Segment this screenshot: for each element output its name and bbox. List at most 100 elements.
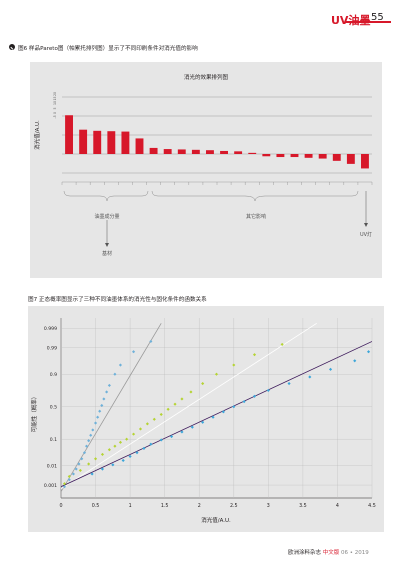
pareto-chart-panel — [30, 62, 382, 278]
prob-data-point — [152, 417, 156, 421]
prob-data-point — [190, 425, 194, 429]
prob-data-point — [85, 444, 89, 448]
prob-data-point — [159, 438, 163, 442]
prob-data-point — [100, 403, 104, 408]
prob-data-point — [67, 478, 71, 482]
prob-data-point — [287, 381, 291, 386]
prob-y-tick-label: 0.99 — [47, 345, 57, 351]
prob-data-point — [105, 390, 109, 394]
prob-x-tick-label: 3.5 — [299, 503, 307, 509]
prob-y-tick-label: 0.001 — [44, 483, 57, 489]
prob-fit-line — [61, 323, 162, 492]
prob-data-point — [266, 388, 270, 392]
prob-data-point — [87, 439, 91, 443]
prob-y-tick-label: 0.1 — [50, 437, 57, 443]
prob-fit-line — [61, 341, 372, 488]
prob-data-point — [232, 363, 236, 367]
prob-data-point — [189, 390, 193, 394]
prob-data-point — [89, 433, 93, 437]
prob-data-point — [211, 415, 215, 419]
prob-data-point — [166, 407, 170, 411]
prob-fit-line — [61, 322, 317, 490]
header-accent-line — [345, 21, 391, 23]
prob-y-tick-label: 0.9 — [50, 372, 57, 378]
prob-y-tick-label: 0.5 — [50, 404, 57, 410]
pareto-bar — [276, 154, 285, 158]
pareto-bar — [290, 154, 299, 158]
prob-data-point — [100, 452, 105, 456]
pareto-bar — [107, 131, 116, 154]
page-header: UV油墨 55 — [0, 0, 400, 34]
prob-y-tick-label: 0.999 — [44, 326, 57, 332]
prob-x-tick-label: 1 — [129, 503, 132, 509]
prob-ylabel: 可能性（概率） — [30, 394, 38, 433]
footer-journal: 欧洲涂料杂志 — [288, 550, 322, 556]
pareto-bar — [177, 149, 186, 154]
prob-data-point — [107, 448, 111, 452]
prob-x-tick-label: 4 — [336, 503, 339, 509]
prob-x-tick-label: 2 — [198, 503, 201, 509]
pareto-bar — [206, 150, 214, 154]
prob-data-point — [132, 350, 136, 354]
prob-data-point — [93, 421, 98, 425]
prob-data-point — [353, 359, 357, 363]
prob-data-point — [78, 468, 82, 472]
pareto-tick-label: 0 — [53, 112, 57, 114]
prob-data-point — [149, 339, 153, 343]
pareto-tick-label: 10 — [53, 101, 57, 105]
pareto-tick-label: 5 — [53, 107, 57, 109]
substrate-arrow-head — [105, 243, 109, 247]
pareto-bar — [332, 154, 341, 161]
pareto-bar — [79, 129, 88, 154]
prob-data-point — [366, 350, 371, 354]
uv-label: UV灯 — [360, 231, 372, 238]
prob-data-point — [87, 462, 91, 466]
pareto-bar — [135, 138, 144, 154]
prob-data-point — [145, 422, 149, 426]
prob-x-tick-label: 3 — [267, 503, 270, 509]
pareto-bar — [346, 154, 355, 164]
pareto-bar — [304, 154, 313, 158]
prob-y-tick-label: 0.01 — [47, 463, 57, 469]
prob-data-point — [118, 363, 122, 367]
prob-data-point — [328, 367, 333, 371]
pareto-title: 消光的效果排列图 — [184, 73, 229, 81]
prob-data-point — [142, 446, 146, 450]
prob-data-point — [280, 342, 284, 346]
left-group-brace — [63, 190, 149, 202]
pareto-tick-label: 20 — [53, 92, 57, 96]
prob-x-tick-label: 4.5 — [368, 503, 376, 509]
pareto-bar — [234, 151, 243, 154]
pareto-bar — [149, 147, 158, 154]
pareto-bar — [361, 154, 369, 169]
prob-data-point — [201, 420, 205, 424]
prob-data-point — [98, 409, 102, 413]
prob-x-tick-label: 2.5 — [230, 503, 238, 509]
prob-data-point — [308, 375, 312, 379]
prob-data-point — [173, 402, 177, 406]
prob-data-point — [111, 463, 115, 467]
prob-data-point — [214, 372, 219, 376]
prob-data-point — [138, 427, 143, 431]
pareto-bar — [248, 152, 257, 154]
right-group-brace — [151, 190, 359, 202]
prob-plot-area — [61, 322, 372, 492]
figure7-caption: 图7 正态概率图显示了三种不同油墨体系的消光性与固化条件的函数关系 — [28, 297, 207, 303]
pareto-bar — [163, 149, 172, 154]
page-footer: 欧洲涂料杂志 中文版 06 • 2019 — [288, 548, 369, 556]
prob-data-point — [71, 472, 75, 476]
figure6-caption: 图6 样品Pareto图（帕累托排列图）显示了不同印刷条件对消光值的影响 — [18, 46, 198, 52]
prob-data-point — [149, 442, 153, 446]
prob-x-tick-label: 1.5 — [161, 503, 169, 509]
prob-data-point — [90, 472, 94, 476]
prob-x-tick-label: 0 — [59, 503, 62, 509]
pareto-bar — [93, 130, 102, 154]
pareto-bar — [65, 115, 73, 154]
pareto-bar — [220, 150, 228, 154]
prob-data-point — [252, 353, 257, 357]
prob-data-point — [221, 410, 225, 414]
prob-data-point — [121, 458, 125, 463]
prob-data-point — [113, 372, 117, 376]
